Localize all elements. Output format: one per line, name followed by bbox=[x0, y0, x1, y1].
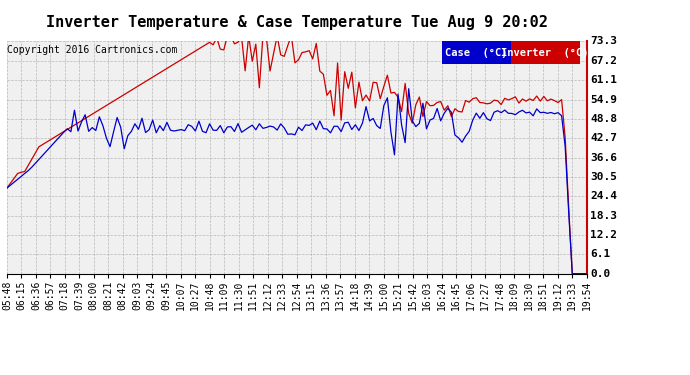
Text: 61.1: 61.1 bbox=[590, 75, 617, 85]
Text: Inverter Temperature & Case Temperature Tue Aug 9 20:02: Inverter Temperature & Case Temperature … bbox=[46, 15, 548, 30]
Text: Case  (°C): Case (°C) bbox=[445, 48, 507, 57]
Text: 54.9: 54.9 bbox=[590, 94, 617, 105]
Text: 48.8: 48.8 bbox=[590, 114, 617, 124]
Text: 30.5: 30.5 bbox=[590, 172, 617, 182]
Text: 0.0: 0.0 bbox=[590, 269, 610, 279]
Text: 42.7: 42.7 bbox=[590, 133, 617, 143]
Text: 18.3: 18.3 bbox=[590, 211, 617, 221]
Text: 36.6: 36.6 bbox=[590, 153, 617, 163]
Text: 67.2: 67.2 bbox=[590, 56, 617, 66]
Text: 73.3: 73.3 bbox=[590, 36, 617, 46]
Text: 24.4: 24.4 bbox=[590, 191, 617, 201]
Text: Inverter  (°C): Inverter (°C) bbox=[502, 48, 589, 57]
Text: Copyright 2016 Cartronics.com: Copyright 2016 Cartronics.com bbox=[7, 45, 177, 55]
Text: 6.1: 6.1 bbox=[590, 249, 610, 259]
Text: 12.2: 12.2 bbox=[590, 230, 617, 240]
